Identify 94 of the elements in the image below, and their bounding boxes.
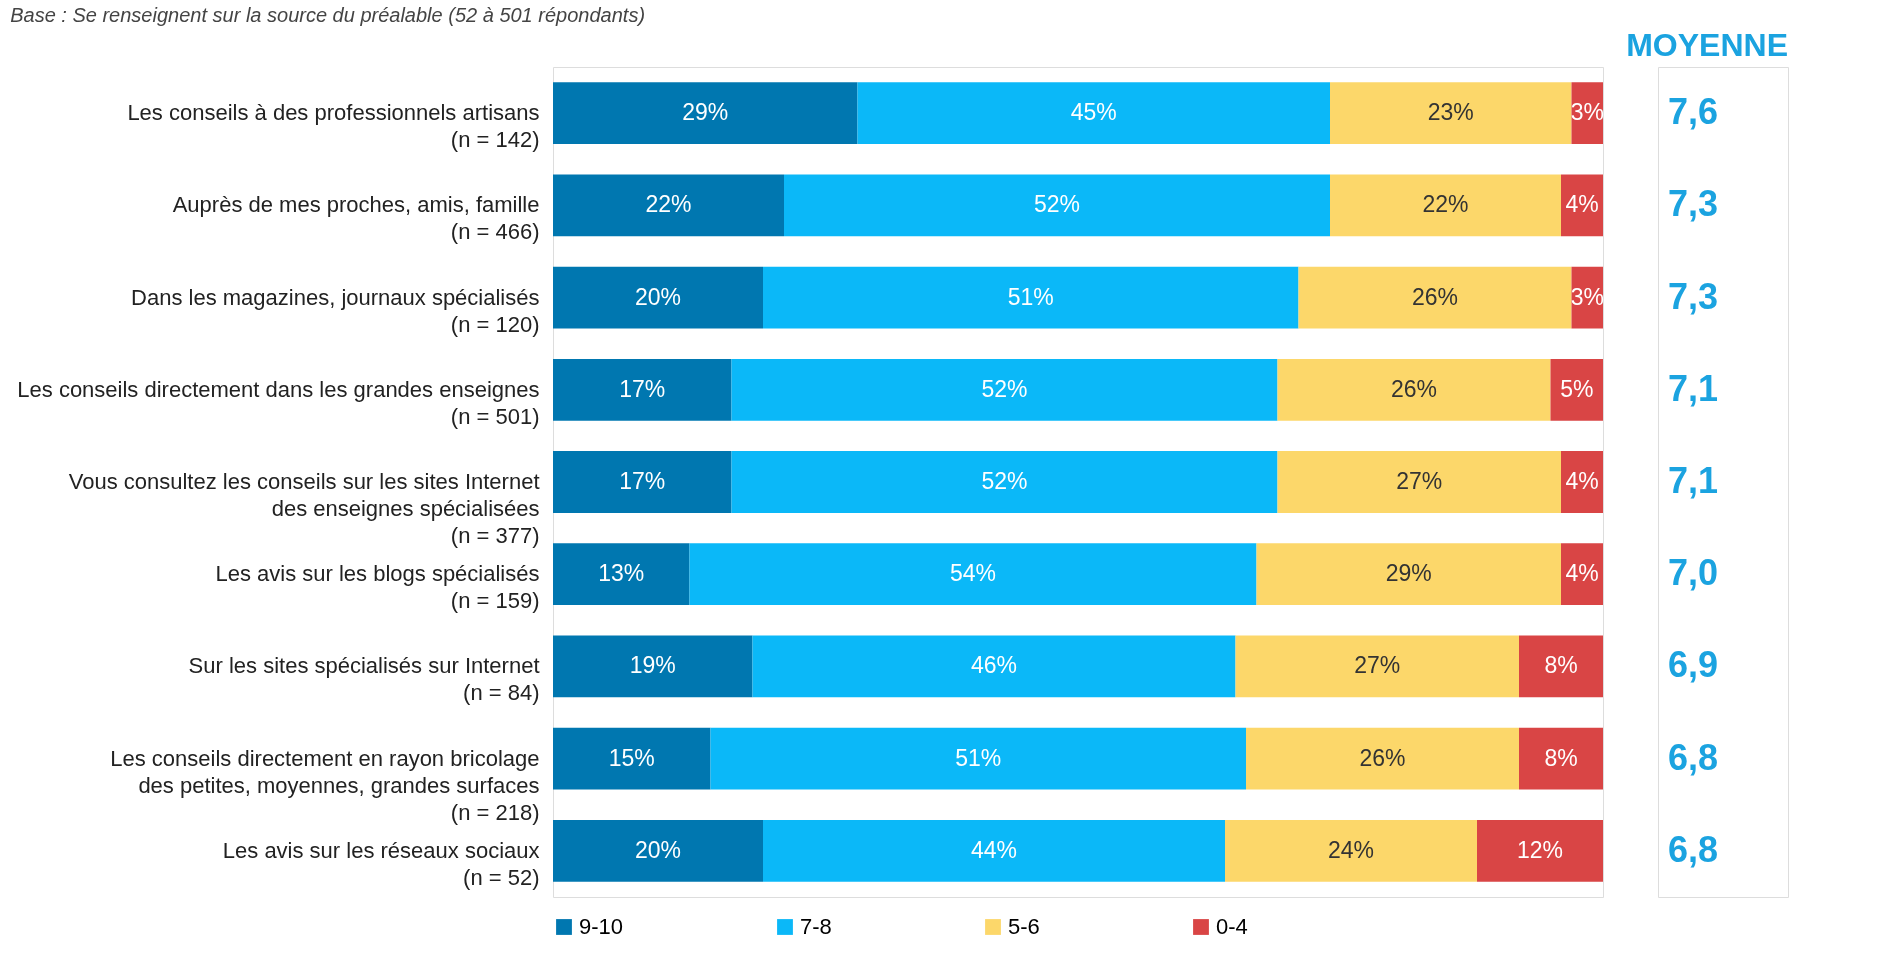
text: 7,1	[1668, 367, 1719, 409]
text: Base : Se renseignent sur la source du préalable (52 à 501 répondants)	[10, 3, 646, 26]
bar	[752, 635, 1236, 698]
legend-label: 5-6	[1008, 914, 1040, 939]
data-label: 45%	[1070, 99, 1117, 126]
bar	[857, 82, 1330, 145]
bar	[553, 82, 858, 145]
bar	[1298, 266, 1572, 329]
text: 7,0	[1668, 552, 1719, 594]
data-label: 22%	[1422, 191, 1469, 218]
data-label: 52%	[981, 375, 1028, 402]
bar	[784, 174, 1330, 237]
bar	[689, 543, 1257, 606]
bar	[1225, 819, 1477, 882]
data-label: 13%	[598, 560, 645, 587]
y-tick-label: Sur les sites spécialisés sur Internet (n = 84)	[188, 653, 540, 706]
data-label: 8%	[1544, 744, 1578, 771]
bar	[553, 266, 763, 329]
data-label: 3%	[1570, 99, 1604, 126]
data-label: 4%	[1565, 191, 1599, 218]
text: 7,1	[1668, 460, 1719, 501]
bar	[553, 174, 784, 237]
bar	[1561, 543, 1603, 606]
data-label: 20%	[634, 283, 682, 310]
bar	[1550, 358, 1603, 421]
data-label: 29%	[1385, 560, 1432, 587]
bar	[1561, 174, 1603, 237]
data-label: 46%	[970, 652, 1018, 679]
text: 6,8	[1668, 828, 1719, 870]
data-label: 27%	[1396, 468, 1443, 494]
bar	[1235, 635, 1519, 698]
data-label: 24%	[1327, 836, 1375, 863]
bar	[553, 727, 711, 790]
data-label: 4%	[1565, 560, 1599, 587]
y-tick-label: Les avis sur les réseaux sociaux (n = 52)	[222, 837, 540, 890]
data-label: 51%	[1007, 283, 1054, 310]
data-label: 8%	[1544, 652, 1578, 679]
text: 6,9	[1668, 644, 1719, 686]
y-tick-label: Les conseils directement dans les grandes enseignes (n = 501)	[17, 376, 540, 429]
y-tick-label: Les avis sur les blogs spécialisés (n = 159)	[215, 561, 540, 614]
data-label: 27%	[1354, 652, 1401, 679]
data-label: 23%	[1427, 99, 1474, 126]
data-label: 4%	[1565, 468, 1599, 494]
bar	[1277, 358, 1551, 421]
bar	[553, 819, 763, 882]
y-tick-label: Les conseils à des professionnels artisans (n = 142)	[127, 100, 540, 153]
data-label: 15%	[608, 744, 655, 771]
data-label: 20%	[634, 836, 682, 863]
bar	[1561, 451, 1603, 513]
data-label: 52%	[1033, 191, 1081, 218]
text: MOYENNE	[1626, 27, 1788, 63]
text: 7,3	[1668, 275, 1719, 317]
bar	[1519, 635, 1603, 698]
data-label: 52%	[981, 468, 1028, 494]
legend-label: 0-4	[1216, 914, 1248, 939]
bar	[731, 451, 1278, 513]
bar	[1330, 82, 1572, 145]
data-label: 26%	[1359, 744, 1406, 771]
y-tick-label: Auprès de mes proches, amis, famille (n = 466)	[172, 192, 540, 245]
legend-label: 9-10	[579, 914, 624, 939]
data-label: 3%	[1570, 283, 1604, 310]
bar	[1477, 819, 1603, 882]
data-label: 22%	[645, 191, 692, 218]
data-label: 54%	[949, 560, 997, 587]
data-label: 5%	[1560, 375, 1594, 402]
text: 6,8	[1668, 736, 1719, 778]
bar	[1277, 451, 1561, 513]
data-label: 51%	[955, 744, 1002, 771]
data-label: 29%	[682, 99, 729, 126]
y-tick-label: Vous consultez les conseils sur les sites Internet des enseignes spécialisées (n = 377)	[68, 469, 540, 548]
data-label: 17%	[619, 375, 666, 402]
text: 7,6	[1668, 91, 1719, 133]
y-tick-label: Les conseils directement en rayon bricolage des petites, moyennes, grandes surfaces (n = 218)	[110, 745, 540, 825]
data-label: 26%	[1411, 283, 1459, 310]
bar	[1256, 543, 1561, 606]
bar	[553, 451, 732, 513]
legend-label: 7-8	[800, 914, 832, 939]
bar	[710, 727, 1246, 790]
bar	[763, 266, 1299, 329]
data-label: 17%	[619, 468, 666, 494]
bar	[553, 543, 690, 606]
bar	[1519, 727, 1603, 790]
bar	[1330, 174, 1561, 237]
bar	[763, 819, 1225, 882]
bar	[553, 635, 753, 698]
bar	[731, 358, 1278, 421]
bar	[1246, 727, 1519, 790]
data-label: 26%	[1390, 375, 1438, 402]
bar	[553, 358, 732, 421]
data-label: 44%	[970, 836, 1018, 863]
y-tick-label: Dans les magazines, journaux spécialisés (n = 120)	[131, 284, 540, 337]
data-label: 19%	[629, 652, 676, 679]
data-label: 12%	[1516, 836, 1564, 863]
text: 7,3	[1668, 183, 1719, 225]
